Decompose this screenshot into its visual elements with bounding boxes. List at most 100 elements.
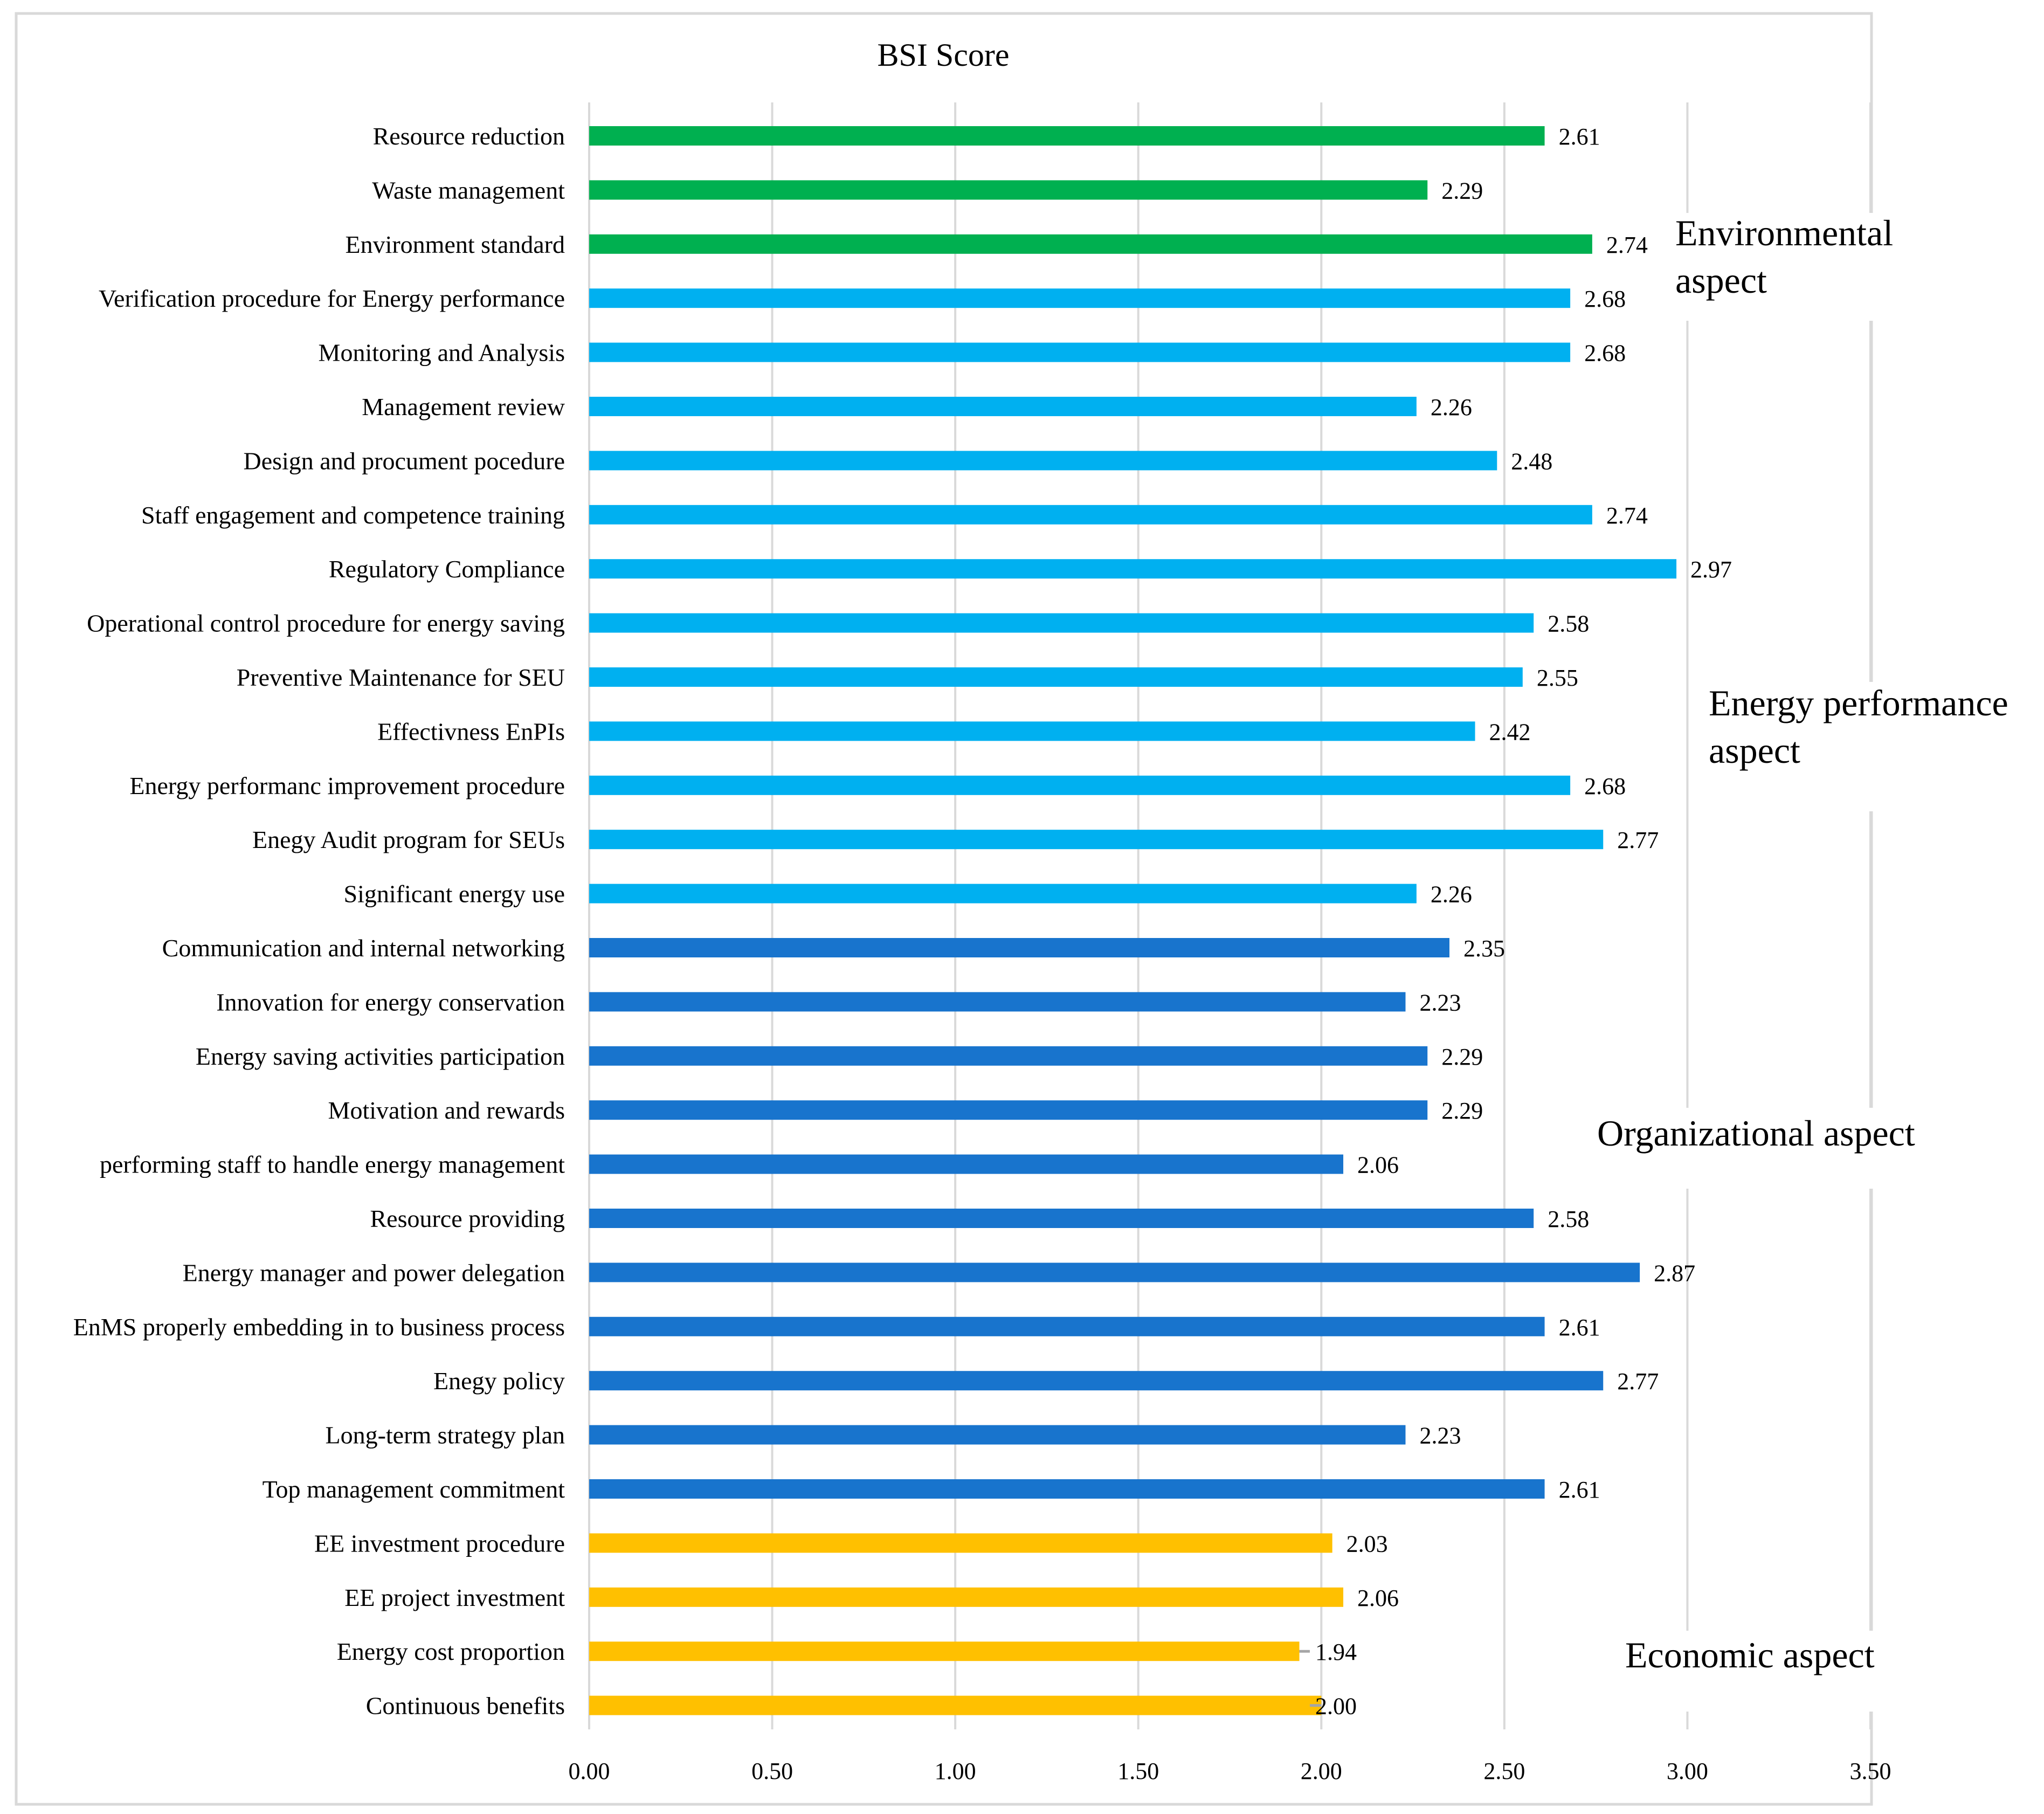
category-label: Waste management bbox=[372, 176, 565, 204]
bar bbox=[589, 1425, 1406, 1445]
bar bbox=[589, 126, 1545, 146]
category-label: performing staff to handle energy manage… bbox=[100, 1151, 565, 1178]
value-label: 2.48 bbox=[1511, 448, 1552, 474]
value-label: 2.29 bbox=[1441, 1098, 1483, 1124]
bar bbox=[589, 1479, 1545, 1499]
chart-title: BSI Score bbox=[878, 37, 1010, 73]
bar bbox=[589, 451, 1497, 471]
value-label: 2.26 bbox=[1431, 394, 1472, 420]
category-label: Motivation and rewards bbox=[328, 1096, 565, 1124]
value-label: 2.68 bbox=[1584, 340, 1626, 367]
value-label: 2.61 bbox=[1559, 1477, 1600, 1503]
value-label: 2.58 bbox=[1548, 611, 1589, 637]
category-label: Preventive Maintenance for SEU bbox=[237, 664, 565, 691]
x-axis-ticks: 0.00 0.50 1.00 1.50 2.00 2.50 3.00 3.50 bbox=[569, 1758, 1891, 1784]
bar bbox=[589, 505, 1592, 525]
value-label: 2.03 bbox=[1346, 1530, 1388, 1557]
aspect-group-labels: Environmental aspect Energy performance asp… bbox=[1582, 212, 2038, 1712]
bar bbox=[589, 884, 1417, 903]
value-label: 2.77 bbox=[1617, 1368, 1659, 1395]
value-label: 2.23 bbox=[1419, 1423, 1461, 1449]
x-tick-label: 2.50 bbox=[1483, 1758, 1525, 1784]
bar bbox=[589, 1587, 1344, 1607]
bar bbox=[589, 180, 1428, 200]
x-tick-label: 1.50 bbox=[1117, 1758, 1159, 1784]
bar bbox=[589, 1263, 1640, 1282]
group-label-background bbox=[1698, 682, 2038, 811]
bar bbox=[589, 1695, 1322, 1715]
value-label: 2.06 bbox=[1357, 1152, 1399, 1178]
bar bbox=[589, 775, 1571, 795]
value-label: 2.68 bbox=[1584, 773, 1626, 799]
x-tick-label: 0.50 bbox=[751, 1758, 793, 1784]
group-label: Energy performance bbox=[1709, 682, 2008, 723]
category-label: Regulatory Compliance bbox=[329, 555, 565, 583]
value-label: 1.94 bbox=[1315, 1639, 1357, 1665]
value-label: 2.35 bbox=[1463, 935, 1505, 962]
category-label: Effectivness EnPIs bbox=[377, 718, 565, 745]
value-label: 2.42 bbox=[1489, 719, 1531, 745]
category-label: EE investment procedure bbox=[314, 1529, 565, 1557]
category-label: Enegy policy bbox=[433, 1367, 565, 1395]
category-label: Monitoring and Analysis bbox=[319, 339, 565, 367]
x-tick-label: 0.00 bbox=[569, 1758, 610, 1784]
x-tick-label: 1.00 bbox=[935, 1758, 976, 1784]
category-label: Staff engagement and competence training bbox=[141, 501, 565, 529]
value-label: 2.00 bbox=[1315, 1693, 1357, 1720]
category-label: Significant energy use bbox=[344, 880, 565, 908]
category-label: Energy saving activities participation bbox=[196, 1043, 565, 1070]
category-label: Continuous benefits bbox=[366, 1692, 565, 1720]
value-label: 2.77 bbox=[1617, 827, 1659, 853]
value-label: 2.55 bbox=[1537, 665, 1578, 691]
bar bbox=[589, 721, 1475, 741]
category-label: Design and procument pocedure bbox=[243, 447, 565, 474]
group-label: Organizational aspect bbox=[1597, 1113, 1915, 1154]
bar bbox=[589, 1371, 1604, 1391]
category-label: Operational control procedure for energy… bbox=[87, 610, 565, 637]
group-label: aspect bbox=[1675, 260, 1767, 301]
value-label: 2.97 bbox=[1690, 556, 1732, 583]
category-label: Energy manager and power delegation bbox=[183, 1259, 565, 1286]
group-label: Environmental bbox=[1675, 212, 1893, 253]
category-label: Resource reduction bbox=[373, 122, 565, 150]
category-label: Top management commitment bbox=[263, 1475, 565, 1503]
bar bbox=[589, 342, 1571, 362]
value-label: 2.74 bbox=[1606, 502, 1648, 529]
category-label: EE project investment bbox=[344, 1584, 565, 1611]
value-label: 2.06 bbox=[1357, 1585, 1399, 1611]
category-label: Energy performanc improvement procedure bbox=[129, 772, 565, 799]
bar bbox=[589, 397, 1417, 416]
category-label: Enegy Audit program for SEUs bbox=[252, 826, 565, 853]
bar bbox=[589, 1641, 1300, 1661]
bar-series bbox=[589, 126, 1677, 1715]
x-tick-label: 3.00 bbox=[1667, 1758, 1708, 1784]
category-label: Energy cost proportion bbox=[337, 1638, 565, 1665]
value-label: 2.58 bbox=[1548, 1206, 1589, 1232]
bar bbox=[589, 559, 1677, 579]
category-label: EnMS properly embedding in to business p… bbox=[73, 1313, 565, 1341]
category-label: Resource providing bbox=[370, 1205, 565, 1232]
bar bbox=[589, 938, 1449, 957]
group-label-background bbox=[1582, 1108, 1986, 1189]
bar bbox=[589, 667, 1523, 687]
bar bbox=[589, 1046, 1428, 1066]
bar bbox=[589, 1154, 1344, 1174]
group-label-background bbox=[1666, 213, 1935, 321]
value-label: 2.26 bbox=[1431, 881, 1472, 908]
gridlines bbox=[588, 102, 1872, 1729]
category-label: Long-term strategy plan bbox=[325, 1422, 565, 1449]
bar bbox=[589, 613, 1534, 633]
chart-frame bbox=[15, 12, 1873, 1806]
x-tick-label: 3.50 bbox=[1850, 1758, 1891, 1784]
category-label: Management review bbox=[362, 393, 565, 420]
group-label-background bbox=[1614, 1631, 1932, 1712]
value-label: 2.29 bbox=[1441, 177, 1483, 204]
category-labels: Resource reduction Waste management Enviro… bbox=[73, 122, 565, 1720]
value-label: 2.87 bbox=[1654, 1260, 1695, 1286]
bar bbox=[589, 234, 1592, 254]
bar bbox=[589, 1209, 1534, 1228]
bar bbox=[589, 288, 1571, 308]
bar bbox=[589, 1533, 1332, 1553]
category-label: Environment standard bbox=[345, 231, 565, 258]
